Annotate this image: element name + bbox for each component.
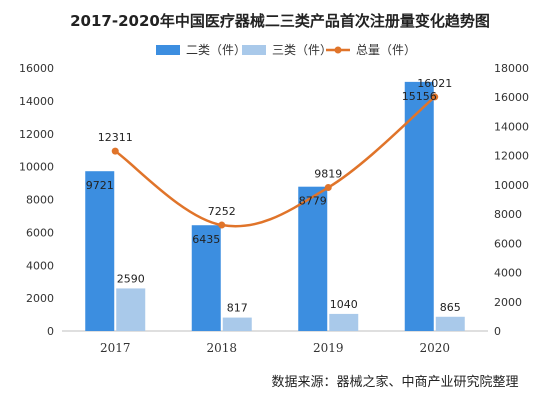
legend-label-class3: 三类（件）: [272, 43, 332, 57]
y-left-tick-label: 10000: [19, 161, 54, 174]
y-left-tick-label: 14000: [19, 95, 54, 108]
data-label-class2: 15156: [402, 90, 437, 103]
x-tick-label: 2019: [313, 341, 344, 355]
legend-marker-total: [334, 46, 342, 54]
y-left-tick-label: 16000: [19, 62, 54, 75]
y-right-tick-label: 10000: [494, 179, 529, 192]
y-left-tick-label: 0: [47, 325, 54, 338]
bar-class2: [85, 171, 115, 331]
total-series-line: [114, 95, 436, 228]
bars: [85, 81, 465, 331]
data-label-class3: 2590: [117, 272, 145, 285]
y-left-tick-label: 12000: [19, 128, 54, 141]
data-label-total: 12311: [98, 131, 133, 144]
y-left-tick-label: 6000: [26, 226, 54, 239]
bar-class3: [116, 288, 146, 331]
y-left-tick-label: 4000: [26, 259, 54, 272]
legend: 二类（件） 三类（件） 总量（件）: [156, 43, 416, 57]
y-right-tick-label: 6000: [494, 237, 522, 250]
bar-class3: [222, 317, 252, 331]
total-line: [111, 93, 439, 229]
bar-class2: [191, 225, 221, 331]
data-label-total: 16021: [417, 77, 452, 90]
legend-swatch-class2: [156, 45, 180, 55]
y-right-tick-label: 16000: [494, 91, 529, 104]
axes: 0 2000 4000 6000 8000 10000 12000 14000 16000 0 20…: [19, 62, 529, 355]
total-point: [431, 93, 439, 101]
y-right-tick-label: 2000: [494, 296, 522, 309]
chart-title: 2017-2020年中国医疗器械二三类产品首次注册量变化趋势图: [70, 12, 490, 30]
legend-swatch-class3: [242, 45, 266, 55]
total-point: [324, 184, 332, 192]
data-label-class3: 817: [227, 302, 248, 315]
x-tick-label: 2017: [100, 341, 131, 355]
data-label-class3: 1040: [330, 298, 358, 311]
total-point: [218, 221, 226, 229]
legend-label-class2: 二类（件）: [186, 43, 246, 57]
data-label-class2: 8779: [299, 195, 327, 208]
bar-class3: [435, 316, 465, 331]
bar-class3: [329, 313, 359, 331]
y-right-tick-label: 4000: [494, 267, 522, 280]
y-right-tick-label: 8000: [494, 208, 522, 221]
data-label-total: 9819: [314, 168, 342, 181]
y-right-tick-label: 18000: [494, 62, 529, 75]
data-label-class2: 6435: [192, 233, 220, 246]
y-right-tick-label: 0: [494, 325, 501, 338]
x-tick-label: 2018: [206, 341, 237, 355]
bar-class2: [298, 186, 328, 331]
source-note: 数据来源：器械之家、中商产业研究院整理: [271, 374, 518, 390]
bar-class2: [404, 81, 434, 331]
data-label-total: 7252: [208, 205, 236, 218]
data-label-class3: 865: [440, 301, 461, 314]
data-label-class2: 9721: [86, 179, 114, 192]
total-point: [111, 147, 119, 155]
y-right-tick-label: 12000: [494, 150, 529, 163]
y-left-tick-label: 2000: [26, 292, 54, 305]
x-tick-label: 2020: [419, 341, 450, 355]
y-left-tick-label: 8000: [26, 194, 54, 207]
data-labels: 9721 2590 6435 817 8779 1040 15156 865 12311 7252…: [86, 77, 461, 315]
legend-label-total: 总量（件）: [356, 43, 416, 57]
y-right-tick-label: 14000: [494, 120, 529, 133]
